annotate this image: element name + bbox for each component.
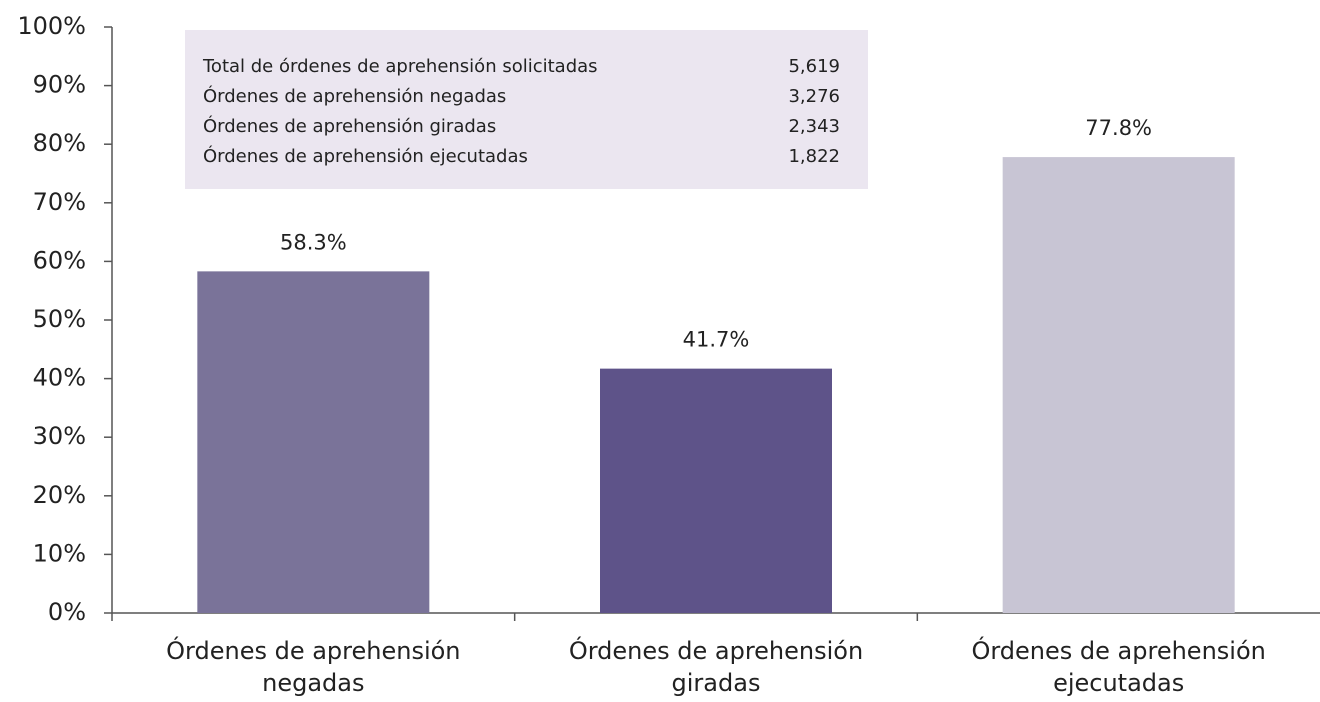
inset-label: Órdenes de aprehensión ejecutadas — [203, 146, 528, 167]
bar — [197, 271, 430, 613]
inset-row: Total de órdenes de aprehensión solicita… — [203, 52, 840, 82]
inset-label: Total de órdenes de aprehensión solicita… — [203, 56, 598, 77]
y-tick-label: 20% — [33, 481, 86, 509]
bar — [600, 368, 832, 613]
y-tick-label: 40% — [33, 364, 86, 392]
value-label: 77.8% — [1085, 116, 1152, 140]
inset-row: Órdenes de aprehensión ejecutadas 1,822 — [203, 142, 840, 172]
y-tick-label: 60% — [33, 246, 86, 274]
inset-table: Total de órdenes de aprehensión solicita… — [185, 30, 868, 189]
inset-value: 3,276 — [788, 86, 840, 107]
x-tick-label: Órdenes de aprehensión ejecutadas — [971, 637, 1266, 697]
y-tick-label: 70% — [33, 188, 86, 216]
value-label: 41.7% — [683, 328, 750, 352]
value-label: 58.3% — [280, 230, 347, 254]
x-tick-label: Órdenes de aprehensión giradas — [568, 637, 864, 697]
y-tick-label: 90% — [33, 71, 86, 99]
inset-row: Órdenes de aprehensión giradas 2,343 — [203, 112, 840, 142]
inset-label: Órdenes de aprehensión giradas — [203, 116, 497, 137]
x-tick-label: Órdenes de aprehensión negadas — [166, 637, 461, 697]
y-tick-label: 30% — [33, 422, 86, 450]
y-tick-label: 100% — [17, 12, 86, 40]
y-tick-label: 80% — [33, 129, 86, 157]
inset-value: 5,619 — [788, 56, 840, 77]
bar — [1002, 157, 1235, 614]
inset-label: Órdenes de aprehensión negadas — [203, 86, 507, 107]
inset-value: 1,822 — [788, 146, 840, 167]
y-tick-label: 10% — [33, 539, 86, 567]
y-tick-label: 50% — [33, 305, 86, 333]
inset-row: Órdenes de aprehensión negadas 3,276 — [203, 82, 840, 112]
y-tick-label: 0% — [48, 598, 86, 626]
inset-value: 2,343 — [788, 116, 840, 137]
